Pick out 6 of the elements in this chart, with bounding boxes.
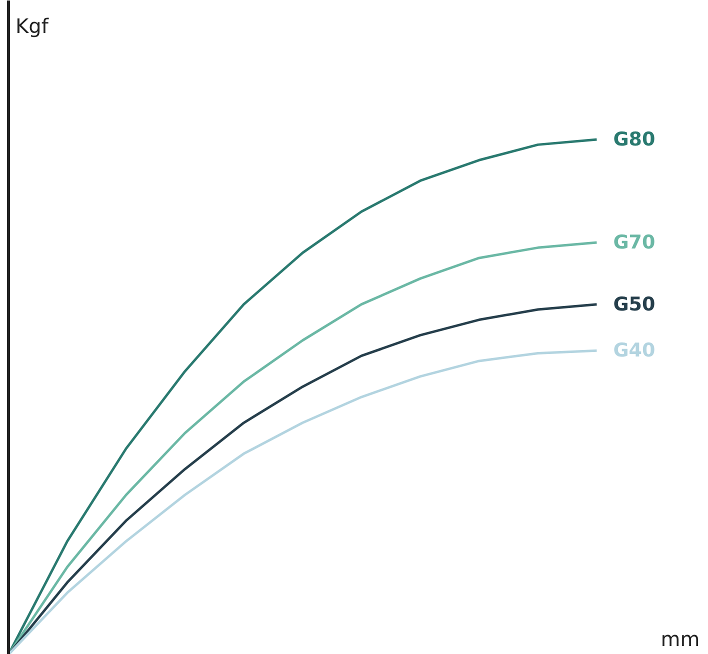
- series-label: G40: [613, 340, 656, 362]
- x-axis-title: mm: [660, 627, 700, 652]
- series-label: G80: [613, 128, 656, 151]
- text: Kgf: [16, 14, 50, 38]
- series-label: G70: [613, 232, 656, 254]
- series-label: G50: [613, 293, 656, 316]
